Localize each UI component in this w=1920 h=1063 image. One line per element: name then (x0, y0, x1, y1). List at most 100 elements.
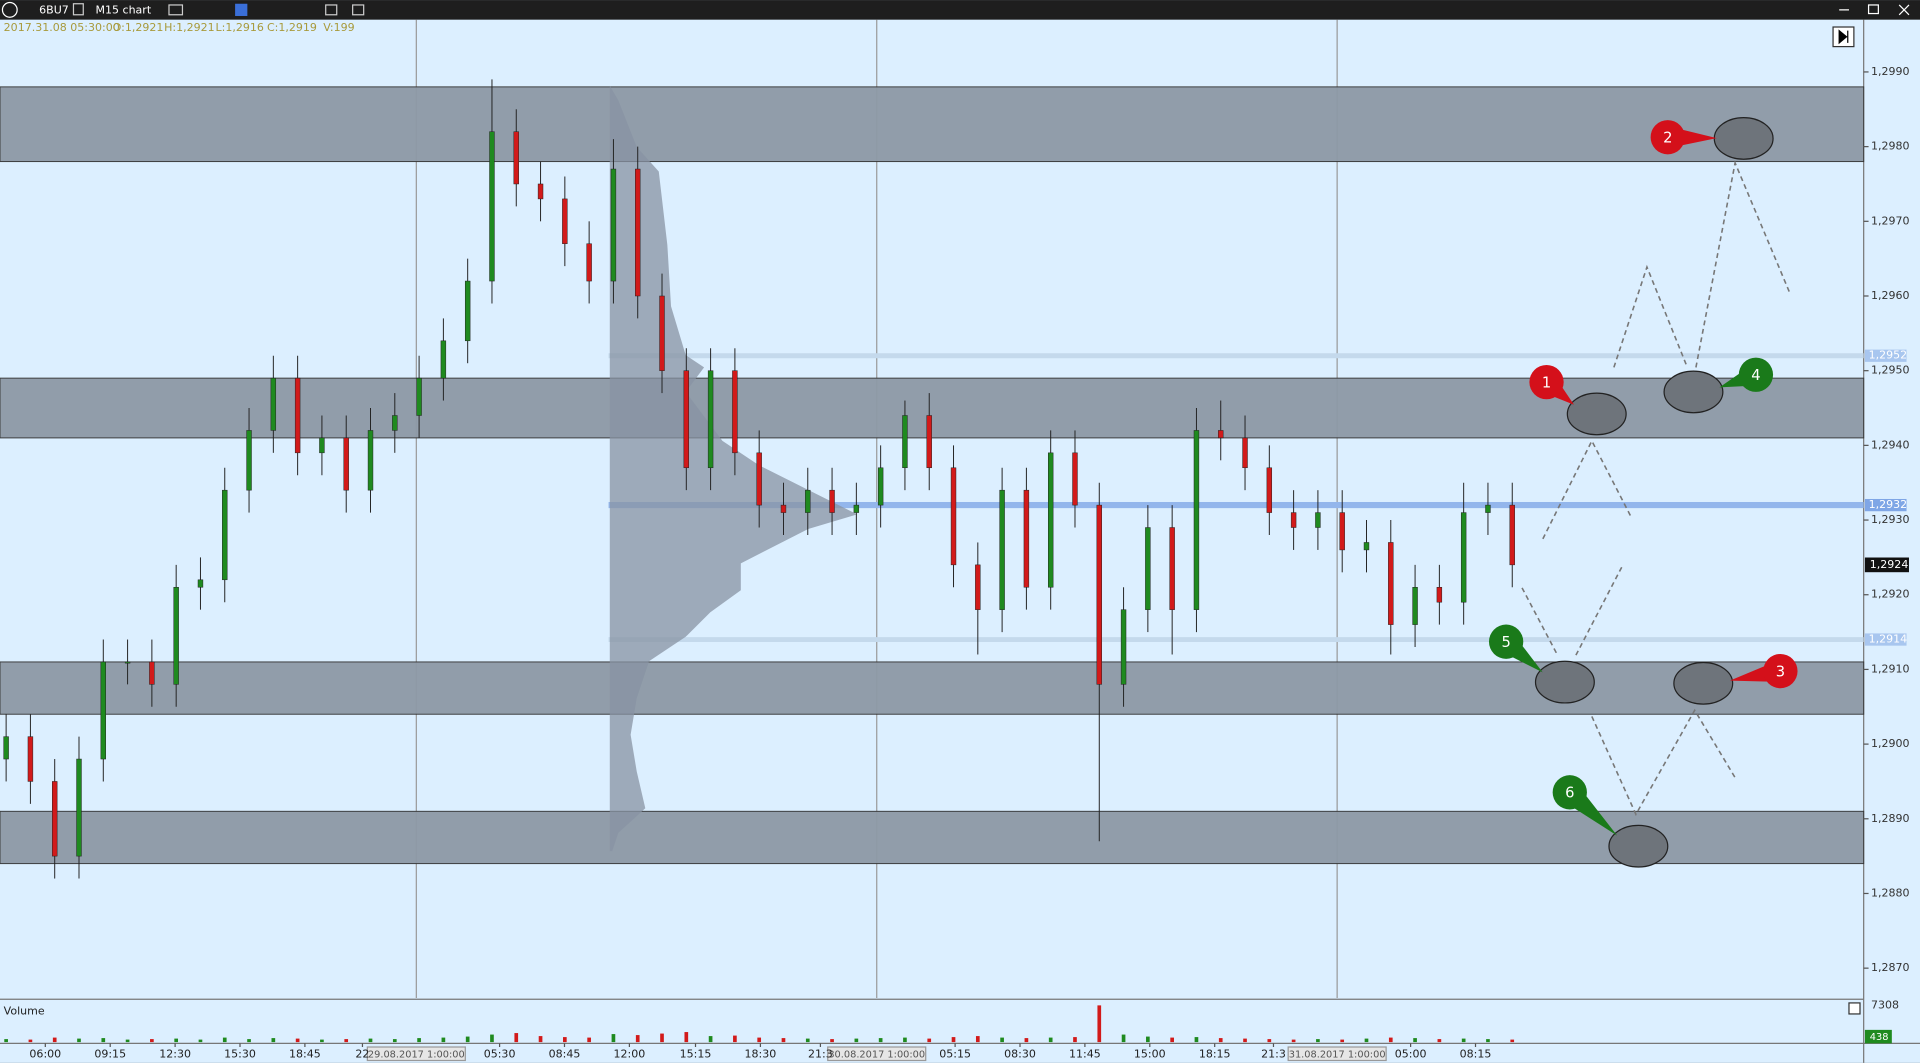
candle-body (222, 489, 228, 581)
level-label: 1,2914 (1869, 633, 1908, 646)
candle-body (1509, 504, 1515, 566)
annotations: 1 2 3 4 5 6 (1488, 117, 1798, 868)
marker (1529, 364, 1564, 400)
volume-bar (660, 1033, 664, 1043)
candle-body (416, 377, 422, 416)
symbol[interactable]: 6BU7 (39, 3, 69, 16)
app-logo[interactable] (1, 1, 18, 18)
volume-bar (465, 1036, 470, 1043)
display-icon[interactable] (168, 4, 184, 16)
volume-profile (609, 85, 858, 852)
arrow (1695, 160, 1791, 368)
window-icon[interactable] (325, 4, 338, 16)
date-label: 31.08.2017 1:00:00 (1289, 1049, 1386, 1060)
marker-label: 3 (1776, 663, 1785, 680)
date-label: 29.08.2017 1:00:00 (368, 1049, 465, 1060)
candle-body (76, 758, 82, 857)
volume-bar (417, 1038, 421, 1043)
volume-bar (587, 1037, 591, 1043)
target-ellipse (1663, 370, 1724, 414)
volume-bar (1048, 1037, 1053, 1043)
candle-body (586, 243, 592, 282)
volume-bar (1121, 1034, 1126, 1043)
volume-bar (1146, 1036, 1150, 1043)
candle-body (950, 467, 957, 566)
y-tick-label: 1,2890 (1871, 812, 1910, 825)
candle-body (319, 437, 325, 454)
volume-bar (150, 1039, 154, 1043)
volume-bar (77, 1038, 81, 1043)
candle-body (1120, 609, 1127, 685)
close[interactable] (1898, 4, 1910, 16)
volume-bar (1073, 1037, 1077, 1043)
candle-body (780, 504, 787, 513)
volume-bar (125, 1039, 130, 1043)
arrow (1521, 587, 1559, 656)
volume-bar (1291, 1039, 1296, 1043)
x-tick-label: 21:3 (808, 1047, 833, 1060)
candle-body (100, 661, 106, 760)
volume-panel (4, 1005, 1515, 1043)
volume-bar (854, 1038, 859, 1043)
volume-bar (927, 1038, 932, 1043)
candle-body (902, 415, 908, 469)
indicator-icon[interactable] (235, 3, 248, 16)
candle-body (1047, 452, 1054, 588)
volume-current-box (1864, 1029, 1892, 1044)
candle-body (392, 415, 398, 431)
x-tick-label: 11:45 (1069, 1047, 1101, 1060)
level-label-box (1864, 498, 1907, 512)
candle-body (853, 504, 860, 513)
y-tick-label: 1,2900 (1871, 737, 1910, 750)
last-price-label: 1,2924 (1870, 558, 1909, 571)
volume-bar (563, 1037, 567, 1043)
volume-bar (830, 1039, 834, 1043)
x-tick-label: 08:45 (549, 1047, 581, 1060)
volume-bar (1437, 1039, 1442, 1043)
candle-body (173, 587, 179, 685)
plot (3, 79, 1515, 879)
search-icon[interactable] (72, 3, 84, 16)
last-price-box (1864, 557, 1909, 573)
y-tick-label: 1,2980 (1871, 140, 1910, 153)
maximize[interactable] (1867, 4, 1879, 15)
candle-body (1193, 430, 1200, 610)
target-ellipse (1566, 392, 1627, 436)
grid-icon[interactable] (352, 4, 365, 16)
y-tick-label: 1,2960 (1871, 289, 1910, 302)
marker (1488, 624, 1524, 659)
candle-body (610, 168, 617, 282)
candle-body (1242, 437, 1248, 469)
candle-body (367, 430, 374, 491)
candle-body (294, 377, 301, 454)
x-tick-label: 21:3 (1261, 1047, 1286, 1060)
timeframe[interactable]: M15 chart (96, 3, 152, 16)
y-tick-label: 1,2950 (1871, 364, 1910, 377)
volume-title: Volume (4, 1005, 45, 1018)
candle-body (732, 370, 738, 454)
candle-body (1290, 512, 1297, 528)
y-tick-label: 1,2870 (1871, 961, 1910, 974)
volume-bar (441, 1037, 446, 1043)
date-label: 30.08.2017 1:00:00 (828, 1049, 925, 1060)
volume-bar (1413, 1038, 1417, 1043)
toolbar-icons (72, 3, 1910, 16)
candle-body (197, 579, 204, 588)
zone (0, 810, 1865, 865)
volume-bar (28, 1039, 33, 1043)
x-tick-label: 05:00 (1395, 1047, 1427, 1060)
candle-body (149, 661, 155, 685)
scenario-arrows (1521, 160, 1791, 817)
candle-body (513, 131, 519, 185)
volume-bar (1000, 1037, 1004, 1043)
target-ellipse (1608, 824, 1669, 868)
date-label-box (366, 1046, 466, 1062)
candle-body (537, 183, 544, 200)
x-tick-label: 12:00 (614, 1047, 646, 1060)
volume-bar (295, 1038, 300, 1043)
marker-label: 5 (1501, 634, 1510, 651)
toolbar (0, 0, 1920, 20)
